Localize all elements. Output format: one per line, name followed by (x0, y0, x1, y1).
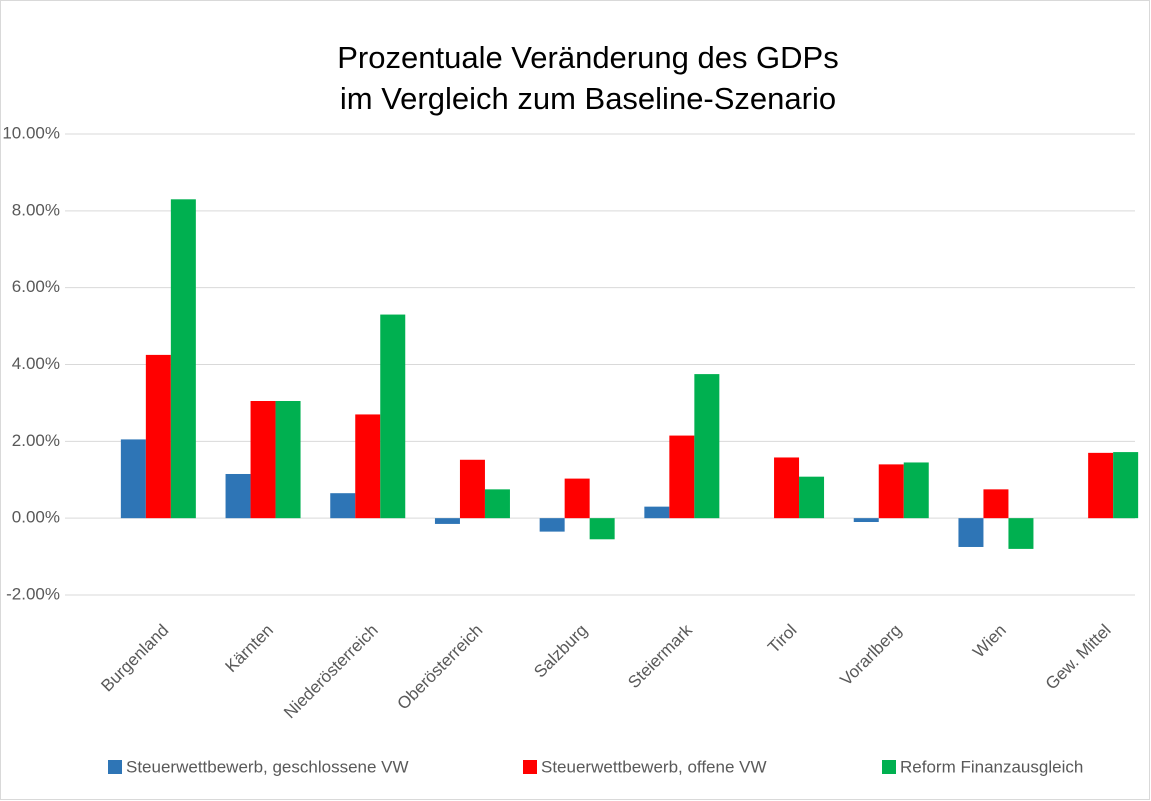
y-tick-label: 10.00% (2, 123, 60, 142)
bar (250, 400, 276, 519)
bar (853, 518, 879, 523)
bar (120, 439, 146, 519)
bar (903, 462, 929, 519)
bar (564, 478, 590, 519)
bar (170, 199, 196, 519)
bar (958, 518, 984, 547)
bar (694, 374, 720, 519)
bar (1088, 452, 1114, 519)
legend-label: Reform Finanzausgleich (900, 757, 1083, 776)
bar (589, 518, 615, 540)
bar (669, 435, 695, 519)
bar (330, 493, 356, 519)
bar (355, 414, 381, 519)
bar (380, 314, 406, 519)
bar (459, 459, 485, 519)
bar (434, 518, 460, 524)
legend-label: Steuerwettbewerb, geschlossene VW (126, 757, 409, 776)
legend-label: Steuerwettbewerb, offene VW (541, 757, 767, 776)
y-tick-label: 4.00% (12, 354, 60, 373)
bar (1113, 452, 1139, 519)
bar (225, 473, 251, 519)
legend-swatch (523, 760, 537, 774)
bar (878, 464, 904, 519)
bar (484, 489, 510, 519)
chart-title: Prozentuale Veränderung des GDPs (337, 40, 838, 75)
bar (644, 506, 670, 519)
bar (799, 476, 825, 519)
y-tick-label: -2.00% (6, 584, 60, 603)
y-tick-label: 6.00% (12, 277, 60, 296)
y-tick-label: 8.00% (12, 200, 60, 219)
bar (145, 354, 171, 519)
bar (539, 518, 565, 532)
chart-title: im Vergleich zum Baseline-Szenario (340, 81, 836, 116)
legend-swatch (108, 760, 122, 774)
legend-swatch (882, 760, 896, 774)
y-tick-label: 0.00% (12, 508, 60, 527)
bar (774, 457, 800, 519)
bar (983, 489, 1009, 519)
y-tick-label: 2.00% (12, 431, 60, 450)
bar (1008, 518, 1034, 549)
bar (275, 400, 301, 519)
